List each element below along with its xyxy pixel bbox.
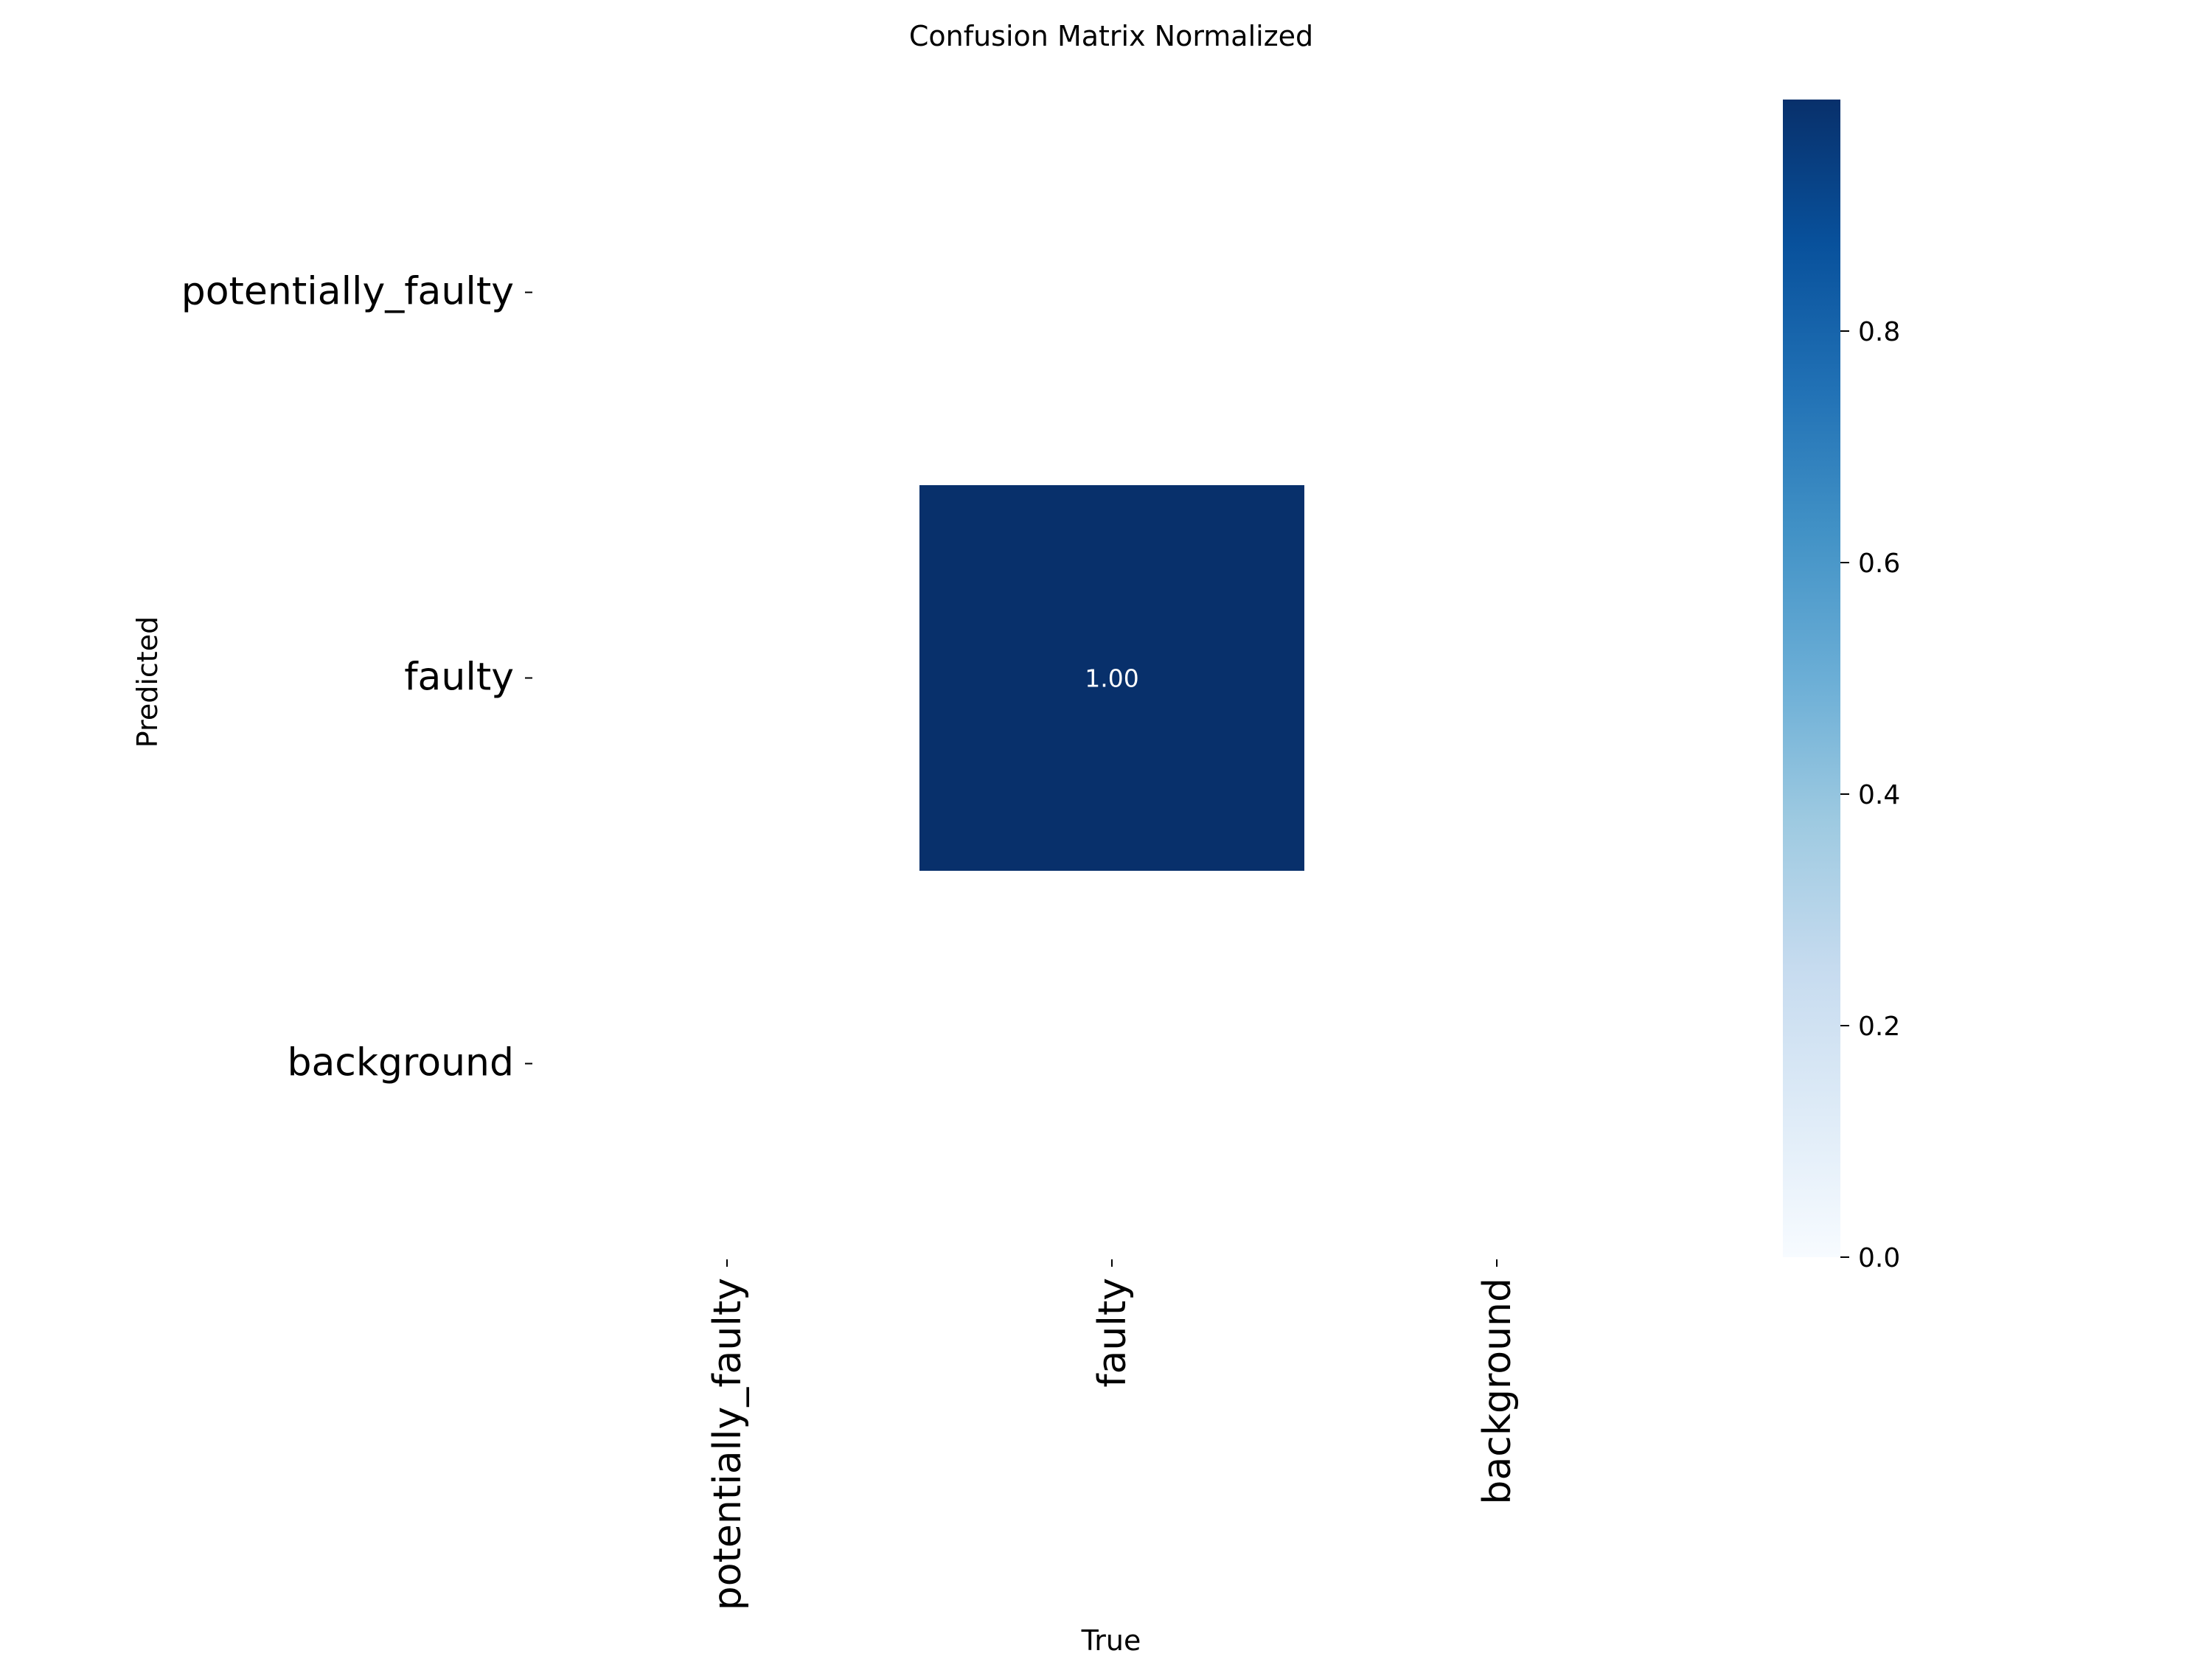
y-axis-label: Predicted	[131, 616, 164, 748]
y-tick-label: background	[287, 1041, 514, 1085]
colorbar-tick-label: 0.4	[1858, 780, 1900, 810]
y-tick-label: potentially_faulty	[181, 270, 514, 314]
x-tick-labels: potentially_faulty faulty background	[706, 1259, 1520, 1610]
y-tick-label: faulty	[404, 655, 514, 700]
cell-annotations: 1.00	[1085, 664, 1138, 693]
chart-title: Confusion Matrix Normalized	[909, 20, 1313, 52]
colorbar-tick-label: 0.6	[1858, 549, 1900, 579]
x-tick-label: faulty	[1091, 1278, 1135, 1388]
colorbar-tick-label: 0.0	[1858, 1243, 1900, 1273]
colorbar-ticks: 0.0 0.2 0.4 0.6 0.8	[1840, 317, 1900, 1273]
x-tick-label: potentially_faulty	[706, 1278, 750, 1610]
colorbar-tick-label: 0.8	[1858, 317, 1900, 347]
cell-value-label: 1.00	[1085, 664, 1138, 693]
x-tick-label: background	[1475, 1278, 1520, 1505]
heatmap-cell	[919, 485, 1304, 871]
colorbar	[1783, 100, 1840, 1257]
x-axis-label: True	[1081, 1624, 1141, 1657]
heatmap-cells	[919, 485, 1304, 871]
colorbar-tick-label: 0.2	[1858, 1012, 1900, 1042]
